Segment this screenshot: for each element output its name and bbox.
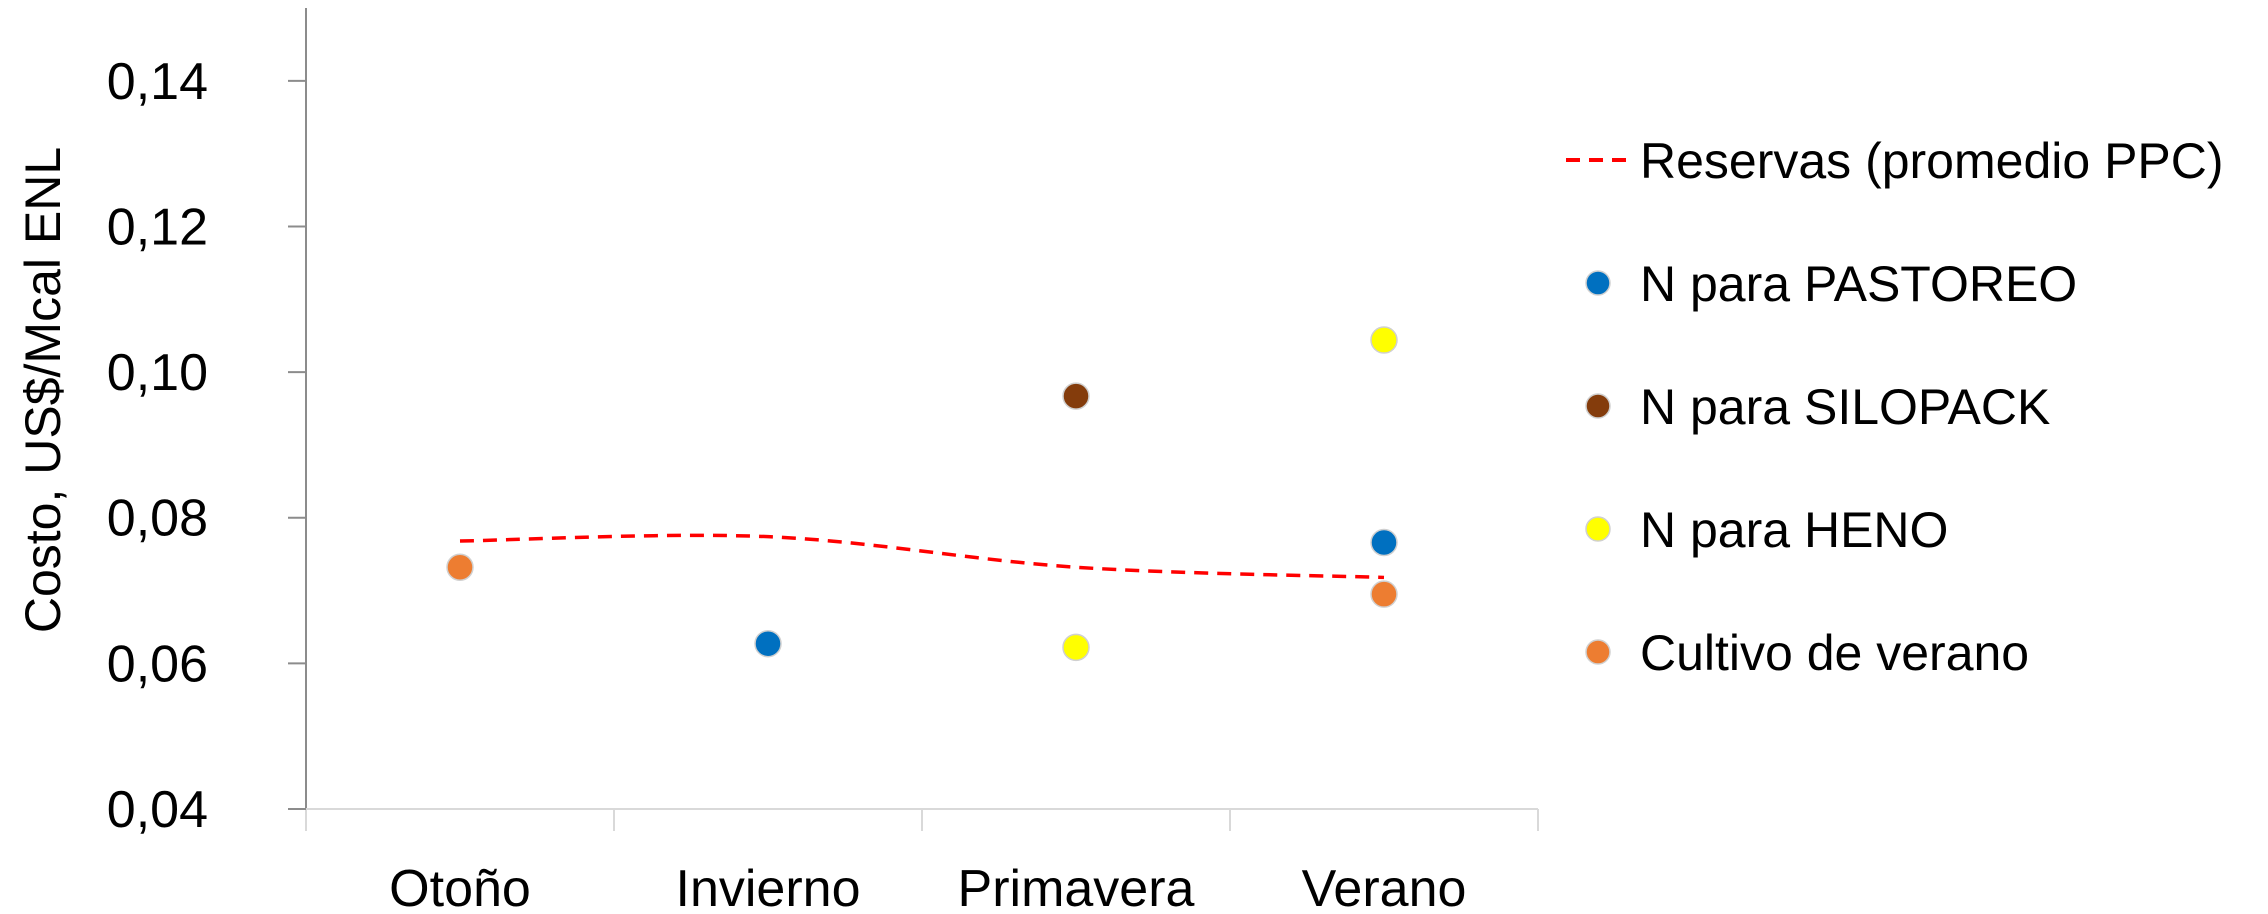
legend-label: N para HENO bbox=[1640, 502, 1948, 558]
y-tick-label: 0,14 bbox=[107, 53, 208, 111]
data-point bbox=[754, 629, 782, 658]
legend-label: Cultivo de verano bbox=[1640, 625, 2029, 681]
series-n-para-pastoreo bbox=[754, 528, 1398, 658]
legend-label: N para SILOPACK bbox=[1640, 379, 2050, 435]
data-point bbox=[1370, 528, 1398, 557]
legend-item-n-para-silopack: N para SILOPACK bbox=[1585, 379, 2050, 435]
legend-marker-swatch bbox=[1585, 639, 1611, 665]
y-axis-ticks: 0,04 0,06 0,08 0,10 0,12 0,14 bbox=[107, 53, 306, 839]
series-reservas-promedio-ppc bbox=[459, 533, 1385, 580]
y-tick-label: 0,04 bbox=[107, 781, 208, 839]
data-point bbox=[1062, 633, 1090, 662]
x-tick-label: Invierno bbox=[676, 860, 861, 914]
legend-item-n-para-pastoreo: N para PASTOREO bbox=[1585, 256, 2077, 312]
series-line bbox=[459, 533, 1385, 580]
y-axis-label: Costo, US$/Mcal ENL bbox=[15, 147, 71, 633]
axes bbox=[305, 8, 1539, 831]
x-axis-ticks: Otoño Invierno Primavera Verano bbox=[389, 860, 1466, 914]
x-tick-label: Otoño bbox=[389, 860, 531, 914]
data-point bbox=[1062, 382, 1090, 410]
legend-marker-swatch bbox=[1585, 516, 1611, 542]
series-n-para-heno bbox=[1062, 326, 1398, 662]
legend-label: N para PASTOREO bbox=[1640, 256, 2077, 312]
x-tick-label: Verano bbox=[1302, 860, 1467, 914]
legend-marker-swatch bbox=[1585, 393, 1611, 419]
data-point bbox=[446, 553, 474, 581]
y-tick-label: 0,06 bbox=[107, 635, 208, 693]
legend-item-reservas-promedio-ppc: Reservas (promedio PPC) bbox=[1566, 133, 2224, 189]
data-point bbox=[1370, 580, 1398, 608]
y-tick-label: 0,12 bbox=[107, 198, 208, 256]
data-point bbox=[1370, 326, 1398, 354]
legend: Reservas (promedio PPC) N para PASTOREO N … bbox=[1566, 133, 2224, 681]
legend-item-n-para-heno: N para HENO bbox=[1585, 502, 1948, 558]
legend-item-cultivo-de-verano: Cultivo de verano bbox=[1585, 625, 2029, 681]
legend-marker-swatch bbox=[1585, 270, 1611, 296]
plot-area bbox=[446, 326, 1398, 662]
x-tick-label: Primavera bbox=[958, 860, 1195, 914]
y-tick-label: 0,08 bbox=[107, 490, 208, 548]
y-tick-label: 0,10 bbox=[107, 344, 208, 402]
series-n-para-silopack bbox=[1062, 382, 1090, 410]
series-cultivo-de-verano bbox=[446, 553, 1398, 608]
legend-label: Reservas (promedio PPC) bbox=[1640, 133, 2224, 189]
